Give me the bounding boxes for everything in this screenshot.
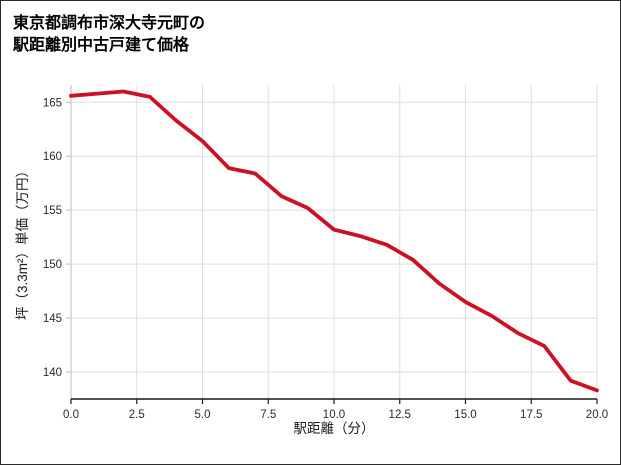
y-tick-label: 140 [43, 367, 62, 379]
price-line-series [69, 89, 599, 393]
x-tick-label: 0.0 [63, 409, 79, 421]
y-tick-label: 150 [43, 259, 62, 271]
x-tick-label: 20.0 [586, 409, 608, 421]
x-tick-label: 12.5 [389, 409, 411, 421]
y-tick-label: 145 [43, 313, 62, 325]
x-axis-label: 駅距離（分） [294, 421, 375, 436]
chart-title-line-1: 東京都調布市深大寺元町の [13, 13, 205, 32]
x-tick-label: 10.0 [323, 409, 345, 421]
x-tick-label: 2.5 [129, 409, 145, 421]
y-tick-label: 160 [43, 151, 62, 163]
y-axis-label: 坪（3.3m²）単価（万円） [15, 164, 30, 320]
x-tick-label: 7.5 [260, 409, 276, 421]
y-tick-label: 155 [43, 205, 62, 217]
gridlines [70, 85, 598, 399]
tick-labels: 0.0 2.5 5.0 7.5 10.0 12.5 15.0 17.5 20.0 140 145 15… [43, 97, 608, 421]
axes [66, 85, 598, 404]
y-tick-label: 165 [43, 97, 62, 109]
chart-title-line-2: 駅距離別中古戸建て価格 [12, 35, 190, 54]
x-tick-label: 5.0 [195, 409, 211, 421]
x-tick-label: 17.5 [520, 409, 542, 421]
x-tick-label: 15.0 [454, 409, 476, 421]
